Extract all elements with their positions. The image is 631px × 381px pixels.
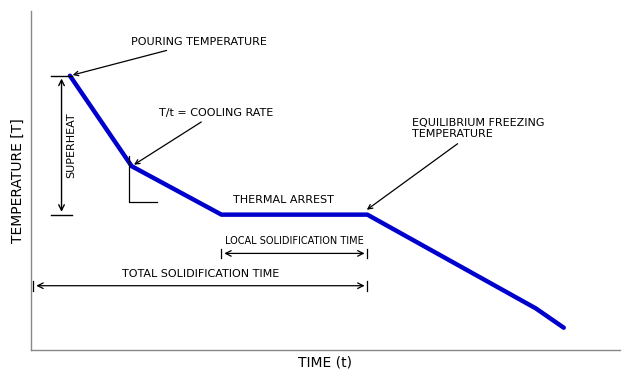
Text: T/t = COOLING RATE: T/t = COOLING RATE [135, 108, 273, 164]
Text: TOTAL SOLIDIFICATION TIME: TOTAL SOLIDIFICATION TIME [122, 269, 279, 279]
Text: EQUILIBRIUM FREEZING
TEMPERATURE: EQUILIBRIUM FREEZING TEMPERATURE [368, 118, 545, 209]
Text: THERMAL ARREST: THERMAL ARREST [233, 195, 334, 205]
Text: SUPERHEAT: SUPERHEAT [67, 112, 76, 178]
Text: LOCAL SOLIDIFICATION TIME: LOCAL SOLIDIFICATION TIME [225, 236, 364, 246]
Y-axis label: TEMPERATURE [T]: TEMPERATURE [T] [11, 118, 25, 243]
X-axis label: TIME (t): TIME (t) [298, 356, 352, 370]
Text: POURING TEMPERATURE: POURING TEMPERATURE [74, 37, 267, 76]
